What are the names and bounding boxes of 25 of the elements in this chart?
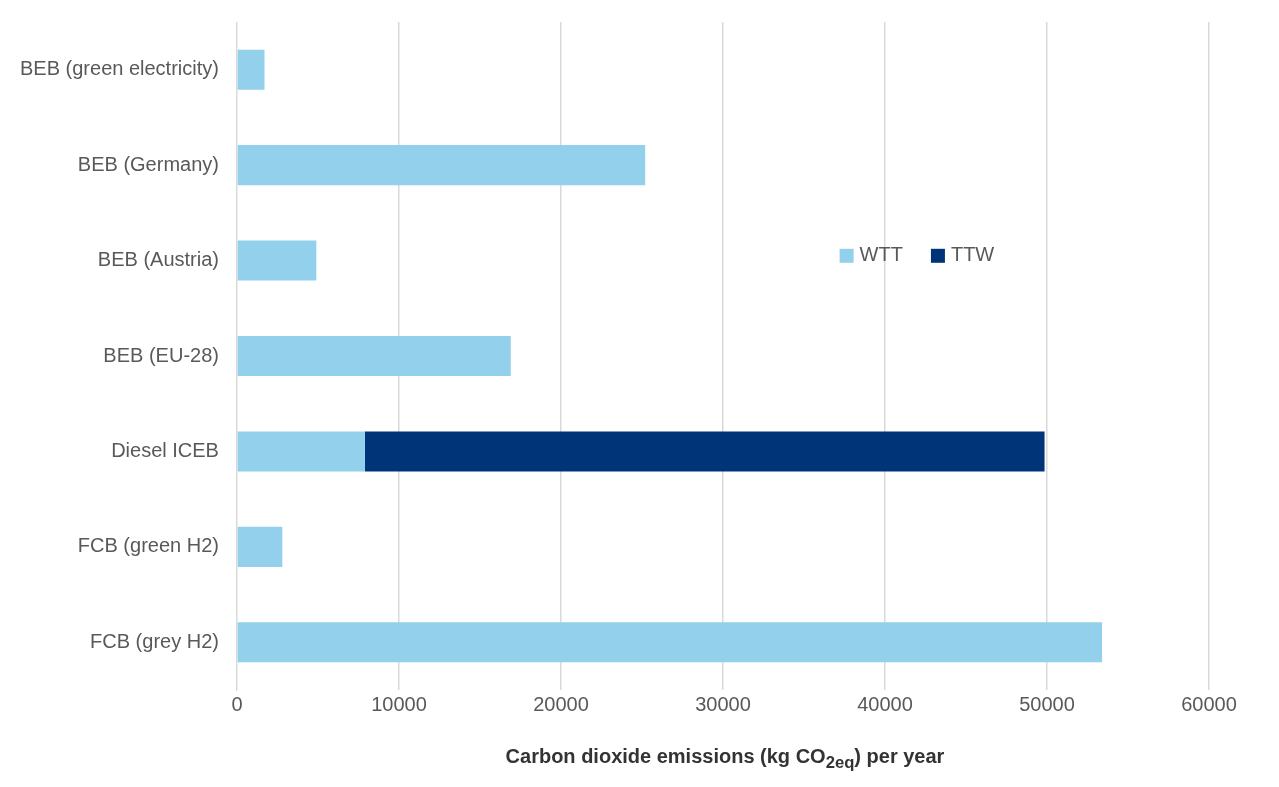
x-tick-label: 20000 <box>533 692 589 715</box>
bar <box>237 240 317 281</box>
y-tick-label: BEB (Austria) <box>97 248 219 271</box>
bar <box>237 526 283 567</box>
bar <box>237 49 265 90</box>
x-tick-label: 10000 <box>371 692 427 715</box>
x-tick-label: 60000 <box>1181 692 1237 715</box>
x-tick-label: 40000 <box>857 692 913 715</box>
bar <box>237 431 365 472</box>
bar <box>237 622 1103 663</box>
x-tick-label: 0 <box>231 692 243 715</box>
y-tick-label: BEB (green electricity) <box>19 57 219 80</box>
bar <box>237 335 511 377</box>
y-tick-label: BEB (Germany) <box>77 152 219 175</box>
bar <box>364 431 1045 472</box>
x-tick-label: 30000 <box>695 692 751 715</box>
y-tick-label: Diesel ICEB <box>111 438 219 461</box>
x-axis-title: Carbon dioxide emissions (kg CO$_{2eq}$) per year <box>504 745 946 773</box>
legend-label: WTT <box>859 243 903 266</box>
y-tick-label: FCB (green H2) <box>77 534 219 557</box>
y-tick-label: FCB (grey H2) <box>90 629 219 652</box>
bar <box>237 145 646 186</box>
legend-label: TTW <box>950 243 995 266</box>
x-tick-label: 50000 <box>1019 692 1075 715</box>
y-tick-label: BEB (EU-28) <box>103 343 219 366</box>
